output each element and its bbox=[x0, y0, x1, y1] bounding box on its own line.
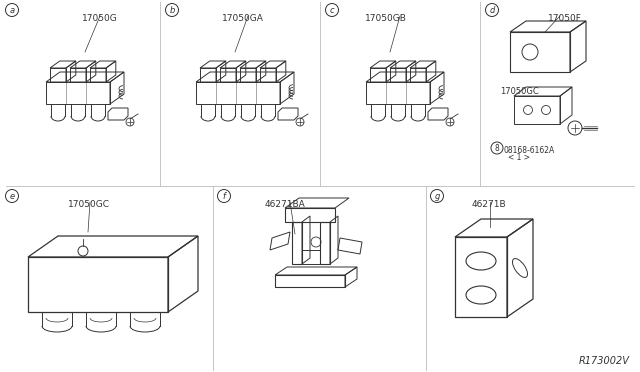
Text: d: d bbox=[490, 6, 495, 15]
Circle shape bbox=[166, 3, 179, 16]
Text: 8: 8 bbox=[495, 144, 499, 153]
Text: 46271B: 46271B bbox=[472, 200, 507, 209]
Text: 17050GA: 17050GA bbox=[222, 14, 264, 23]
Text: e: e bbox=[10, 192, 15, 201]
Text: 08168-6162A: 08168-6162A bbox=[504, 146, 556, 155]
Text: c: c bbox=[330, 6, 334, 15]
Text: 46271BA: 46271BA bbox=[265, 200, 306, 209]
Text: f: f bbox=[223, 192, 225, 201]
Circle shape bbox=[326, 3, 339, 16]
Circle shape bbox=[6, 3, 19, 16]
Text: 17050F: 17050F bbox=[548, 14, 582, 23]
Circle shape bbox=[486, 3, 499, 16]
Circle shape bbox=[6, 189, 19, 202]
Text: 17050GC: 17050GC bbox=[500, 87, 539, 96]
Circle shape bbox=[431, 189, 444, 202]
Text: a: a bbox=[10, 6, 15, 15]
Text: 17050GB: 17050GB bbox=[365, 14, 407, 23]
Text: g: g bbox=[435, 192, 440, 201]
Text: < 1 >: < 1 > bbox=[508, 153, 530, 162]
Text: b: b bbox=[170, 6, 175, 15]
Text: 17050GC: 17050GC bbox=[68, 200, 110, 209]
Circle shape bbox=[218, 189, 230, 202]
Text: 17050G: 17050G bbox=[82, 14, 118, 23]
Text: R173002V: R173002V bbox=[579, 356, 630, 366]
Circle shape bbox=[491, 142, 503, 154]
